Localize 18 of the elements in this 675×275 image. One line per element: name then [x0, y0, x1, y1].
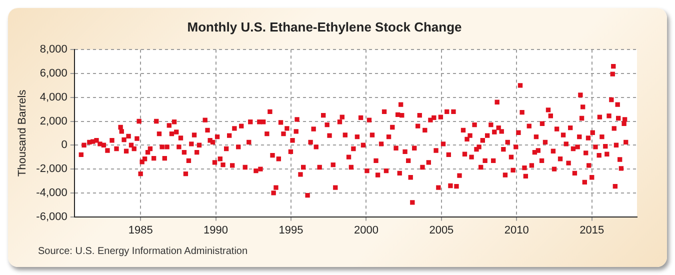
- chart-title: Monthly U.S. Ethane-Ethylene Stock Change: [187, 19, 462, 34]
- y-tick-label: 0: [61, 139, 68, 152]
- x-tick-label: 2000: [354, 224, 378, 236]
- source-note: Source: U.S. Energy Information Administration: [38, 246, 248, 257]
- x-tick-label: 1990: [204, 224, 228, 236]
- y-tick-label: 4,000: [40, 91, 68, 104]
- x-tick-label: 2015: [580, 224, 604, 236]
- y-tick-label: -4,000: [36, 186, 68, 199]
- y-tick-label: 8,000: [40, 44, 68, 56]
- y-tick-label: 6,000: [40, 68, 68, 80]
- x-tick-label: 1985: [128, 224, 153, 236]
- y-axis-title: Thousand Barrels: [16, 89, 29, 177]
- y-tick-label: -2,000: [36, 163, 68, 176]
- y-tick-label: -6,000: [36, 210, 68, 223]
- x-tick-label: 2005: [429, 224, 454, 236]
- x-tick-label: 2010: [504, 224, 529, 236]
- x-tick-label: 1995: [278, 224, 304, 236]
- y-tick-label: 2,000: [40, 115, 68, 128]
